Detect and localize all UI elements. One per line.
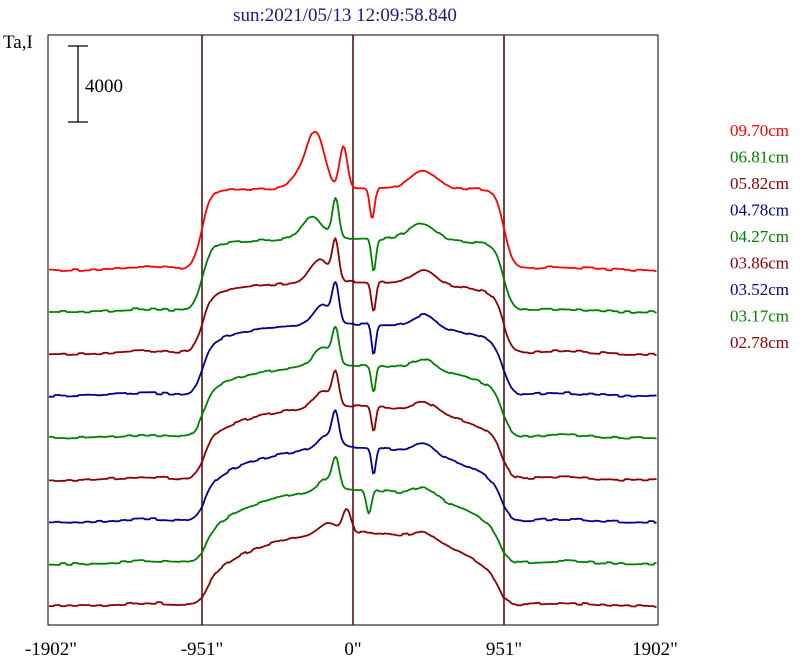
legend-entry: 02.78cm: [730, 333, 789, 352]
legend-entry: 04.78cm: [730, 201, 789, 220]
series-line-05.82cm: [49, 237, 657, 356]
series-line-03.17cm: [49, 455, 657, 566]
legend-entry: 03.86cm: [730, 254, 789, 273]
series-line-09.70cm: [49, 130, 657, 272]
series-line-06.81cm: [49, 196, 657, 314]
legend-entry: 09.70cm: [730, 121, 789, 140]
legend-entry: 04.27cm: [730, 227, 789, 246]
series-line-02.78cm: [49, 508, 657, 608]
reference-lines: [201, 35, 505, 625]
legend-entry: 03.52cm: [730, 280, 789, 299]
scale-bar-label: 4000: [85, 76, 123, 97]
series-line-03.86cm: [49, 369, 657, 482]
legend-entry: 03.17cm: [730, 307, 789, 326]
x-tick-labels: -1902" -951" 0" 951" 1902": [25, 639, 678, 660]
x-tick-label: -951": [181, 639, 224, 660]
x-tick-label: 951": [486, 639, 522, 660]
chart-title: sun:2021/05/13 12:09:58.840: [233, 5, 457, 26]
legend-entry: 06.81cm: [730, 148, 789, 167]
series-line-04.27cm: [49, 325, 657, 440]
legend-entry: 05.82cm: [730, 174, 789, 193]
x-tick-label: -1902": [25, 639, 77, 660]
series-line-03.52cm: [49, 409, 657, 524]
series-line-04.78cm: [48, 280, 657, 398]
scale-bar: 4000: [68, 45, 123, 123]
x-tick-label: 1902": [632, 639, 678, 660]
legend: 09.70cm 06.81cm 05.82cm 04.78cm 04.27cm 03.86…: [730, 121, 789, 352]
x-tick-label: 0": [344, 639, 361, 660]
series-lines: [48, 130, 657, 608]
y-axis-label: Ta,I: [3, 32, 33, 53]
